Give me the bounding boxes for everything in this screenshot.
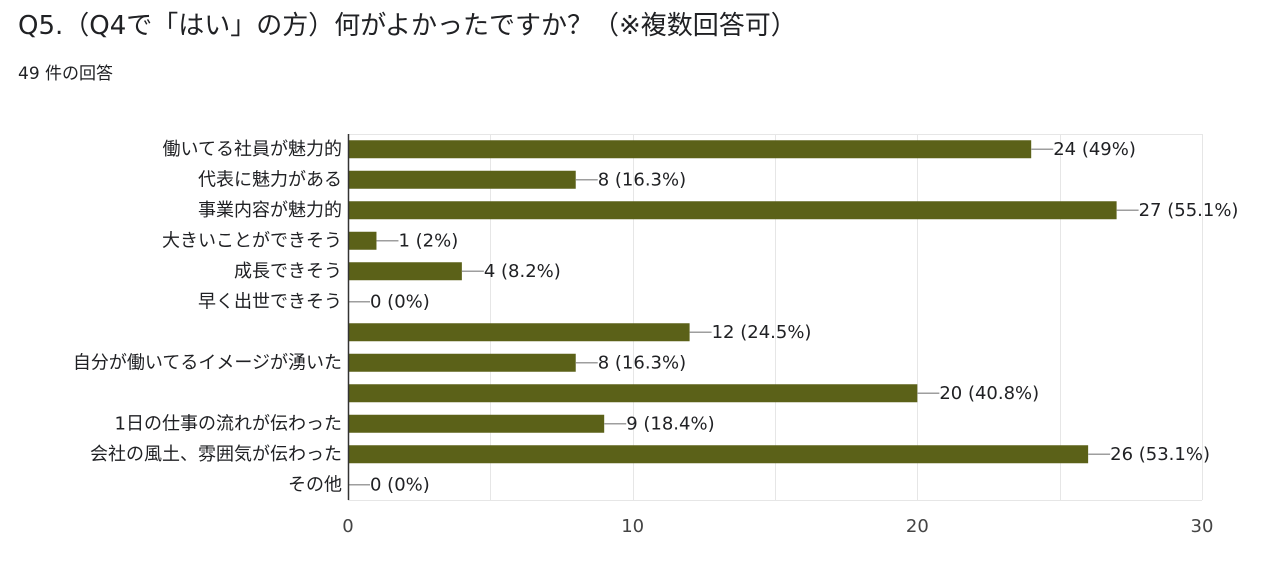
category-label: 事業内容が魅力的 [198, 200, 342, 221]
x-tick-label: 10 [621, 516, 644, 537]
question-title: Q5.（Q4で「はい」の方）何がよかったですか？（※複数回答可） [18, 11, 797, 41]
grid-layer [348, 134, 1203, 501]
data-label: 0 (0%) [370, 474, 430, 495]
response-count: 49 件の回答 [18, 64, 114, 84]
data-label: 26 (53.1%) [1110, 444, 1210, 465]
labels-layer: 24 (49%) 働いてる社員が魅力的 8 (16.3%) 代表に魅力がある 27 (5… [73, 139, 1239, 537]
category-label: その他 [288, 474, 342, 495]
bar [348, 323, 690, 342]
category-label: 会社の風土、雰囲気が伝わった [90, 444, 342, 465]
data-label: 8 (16.3%) [598, 352, 686, 373]
data-label: 24 (49%) [1053, 139, 1136, 160]
bar [348, 414, 605, 433]
category-label: 成長できそう [234, 261, 342, 282]
category-label: 1日の仕事の流れが伝わった [115, 413, 342, 434]
bar [348, 170, 576, 189]
category-label: 早く出世できそう [198, 291, 342, 312]
bar [348, 445, 1089, 464]
data-label: 20 (40.8%) [939, 383, 1039, 404]
category-label: 自分が働いてるイメージが湧いた [73, 352, 342, 373]
x-tick-label: 0 [342, 516, 353, 537]
bars-layer [348, 140, 1139, 486]
category-label: 代表に魅力がある [198, 169, 342, 190]
data-label: 12 (24.5%) [712, 322, 812, 343]
data-label: 9 (18.4%) [626, 413, 714, 434]
bar [348, 262, 462, 281]
category-label: 働いてる社員が魅力的 [163, 139, 342, 160]
data-label: 1 (2%) [398, 230, 458, 251]
bar [348, 384, 918, 403]
x-tick-label: 30 [1191, 516, 1214, 537]
bar [348, 231, 377, 250]
x-tick-label: 20 [906, 516, 929, 537]
data-label: 8 (16.3%) [598, 169, 686, 190]
bar [348, 353, 576, 372]
bar [348, 201, 1117, 220]
category-label: 大きいことができそう [162, 230, 342, 251]
data-label: 4 (8.2%) [484, 261, 561, 282]
bar [348, 140, 1032, 159]
data-label: 0 (0%) [370, 291, 430, 312]
data-label: 27 (55.1%) [1139, 200, 1239, 221]
